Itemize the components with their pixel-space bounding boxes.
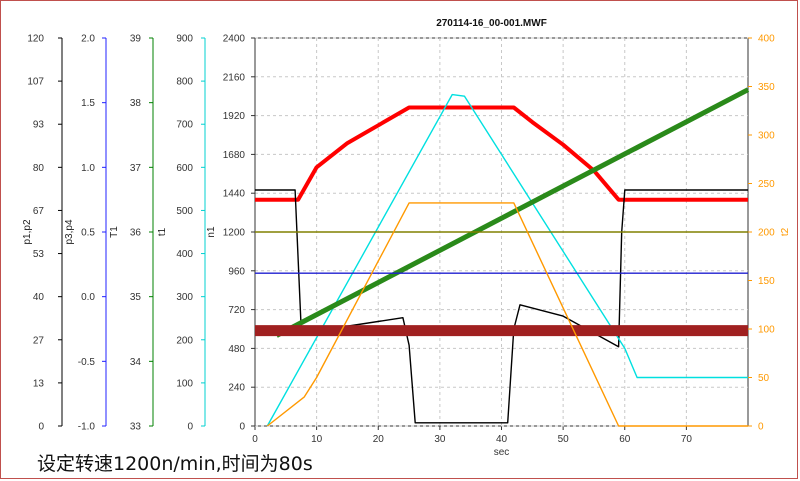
x-tick-label: 60 [619, 434, 631, 445]
y-tick-label: 39 [130, 34, 142, 45]
y-tick-label: 240 [228, 383, 245, 394]
y2-tick-label: 200 [758, 228, 775, 239]
x-tick-label: 20 [373, 434, 385, 445]
y-tick-label: 2.0 [81, 34, 95, 45]
y2-tick-label: 400 [758, 34, 775, 45]
caption: 设定转速1200n/min,时间为80s [37, 453, 313, 475]
x-axis-label: sec [494, 447, 510, 458]
y-tick-label: 0 [187, 422, 193, 433]
y2-tick-label: 100 [758, 325, 775, 336]
y-tick-label: 960 [228, 266, 245, 277]
y-axis-label: p3,p4 [64, 219, 75, 244]
series-line-3 [266, 93, 748, 427]
y2-axis-label: t2 [780, 227, 791, 236]
y-axis-label: t1 [157, 227, 168, 236]
y-tick-label: 13 [33, 378, 45, 389]
y-tick-label: 1200 [223, 228, 246, 239]
y-tick-label: 800 [176, 77, 193, 88]
y-tick-label: 107 [27, 77, 44, 88]
y-tick-label: 35 [130, 292, 142, 303]
y2-tick-label: 350 [758, 82, 775, 93]
y-tick-label: 200 [176, 335, 193, 346]
y-tick-label: 600 [176, 163, 193, 174]
y-tick-label: 1.0 [81, 163, 95, 174]
series-line-4 [275, 87, 750, 338]
y-tick-label: 93 [33, 120, 45, 131]
y2-tick-label: 150 [758, 276, 775, 287]
y2-tick-label: 50 [758, 373, 770, 384]
x-tick-label: 70 [681, 434, 693, 445]
y-tick-label: 37 [130, 163, 142, 174]
y-axis-label: n1 [206, 226, 217, 238]
y-tick-label: 500 [176, 206, 193, 217]
x-tick-label: 10 [311, 434, 323, 445]
y-tick-label: 67 [33, 206, 45, 217]
y-tick-label: 34 [130, 357, 142, 368]
y-tick-label: 300 [176, 292, 193, 303]
y-tick-label: 0 [38, 422, 44, 433]
y-tick-label: 100 [176, 378, 193, 389]
x-tick-label: 50 [558, 434, 570, 445]
x-tick-label: 40 [496, 434, 508, 445]
y2-tick-label: 0 [758, 422, 764, 433]
x-tick-label: 0 [252, 434, 258, 445]
y-tick-label: 900 [176, 34, 193, 45]
y-axis-label: T1 [109, 226, 120, 238]
y-tick-label: 120 [27, 34, 44, 45]
y-tick-label: 40 [33, 292, 45, 303]
y-tick-label: -0.5 [78, 357, 96, 368]
y-tick-label: 36 [130, 228, 142, 239]
y-tick-label: 80 [33, 163, 45, 174]
y-tick-label: 27 [33, 335, 45, 346]
y-tick-label: 0.0 [81, 292, 95, 303]
y-tick-label: -1.0 [78, 422, 96, 433]
y-tick-label: 38 [130, 98, 142, 109]
x-tick-label: 30 [434, 434, 446, 445]
y-tick-label: 1680 [223, 150, 246, 161]
y-tick-label: 480 [228, 344, 245, 355]
chart-title: 270114-16_00-001.MWF [436, 18, 547, 29]
y-tick-label: 1440 [223, 189, 246, 200]
y-tick-label: 1920 [223, 111, 246, 122]
y-tick-label: 53 [33, 249, 45, 260]
y2-tick-label: 250 [758, 179, 775, 190]
y-tick-label: 1.5 [81, 98, 95, 109]
y2-tick-label: 300 [758, 131, 775, 142]
y-tick-label: 720 [228, 305, 245, 316]
y-tick-label: 2400 [223, 34, 246, 45]
y-tick-label: 0.5 [81, 228, 95, 239]
y-tick-label: 33 [130, 422, 142, 433]
y-tick-label: 2160 [223, 72, 246, 83]
y-tick-label: 400 [176, 249, 193, 260]
y-tick-label: 0 [239, 422, 245, 433]
series-line-1 [255, 105, 748, 202]
y-tick-label: 700 [176, 120, 193, 131]
y-axis-label: p1,p2 [22, 219, 33, 244]
series-line-8 [266, 202, 748, 427]
